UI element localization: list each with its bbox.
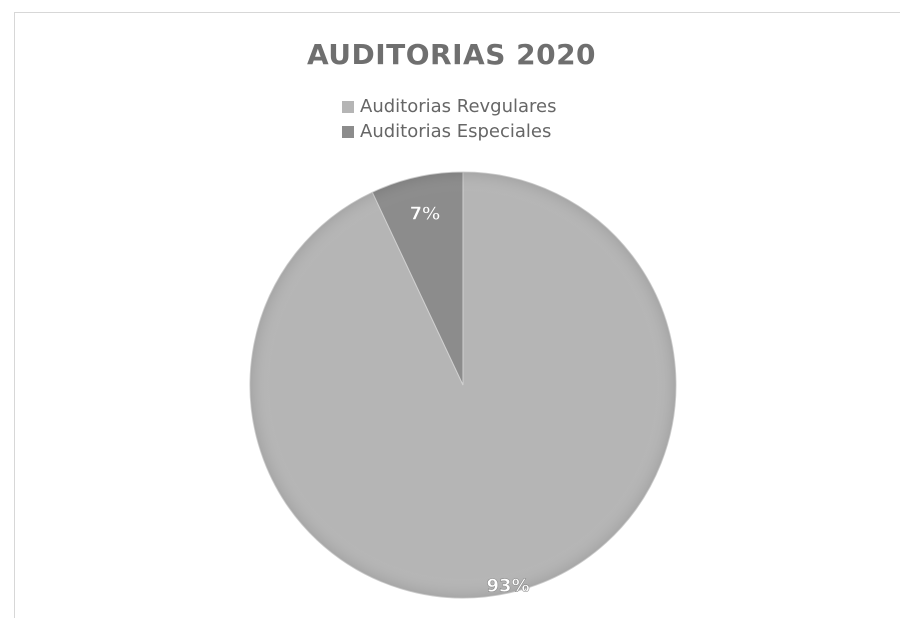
legend: Auditorias Revgulares Auditorias Especia… [342,94,557,144]
pie-shading [250,172,676,598]
legend-item-especiales: Auditorias Especiales [342,119,557,144]
slice-label-0: 93% [487,576,530,597]
legend-item-regulares: Auditorias Revgulares [342,94,557,119]
legend-swatch-especiales [342,125,354,138]
legend-label-especiales: Auditorias Especiales [360,121,552,142]
legend-swatch-regulares [342,100,354,113]
slice-label-1: 7% [410,204,441,225]
legend-label-regulares: Auditorias Revgulares [360,96,557,117]
chart-title: AUDITORIAS 2020 [306,38,597,71]
